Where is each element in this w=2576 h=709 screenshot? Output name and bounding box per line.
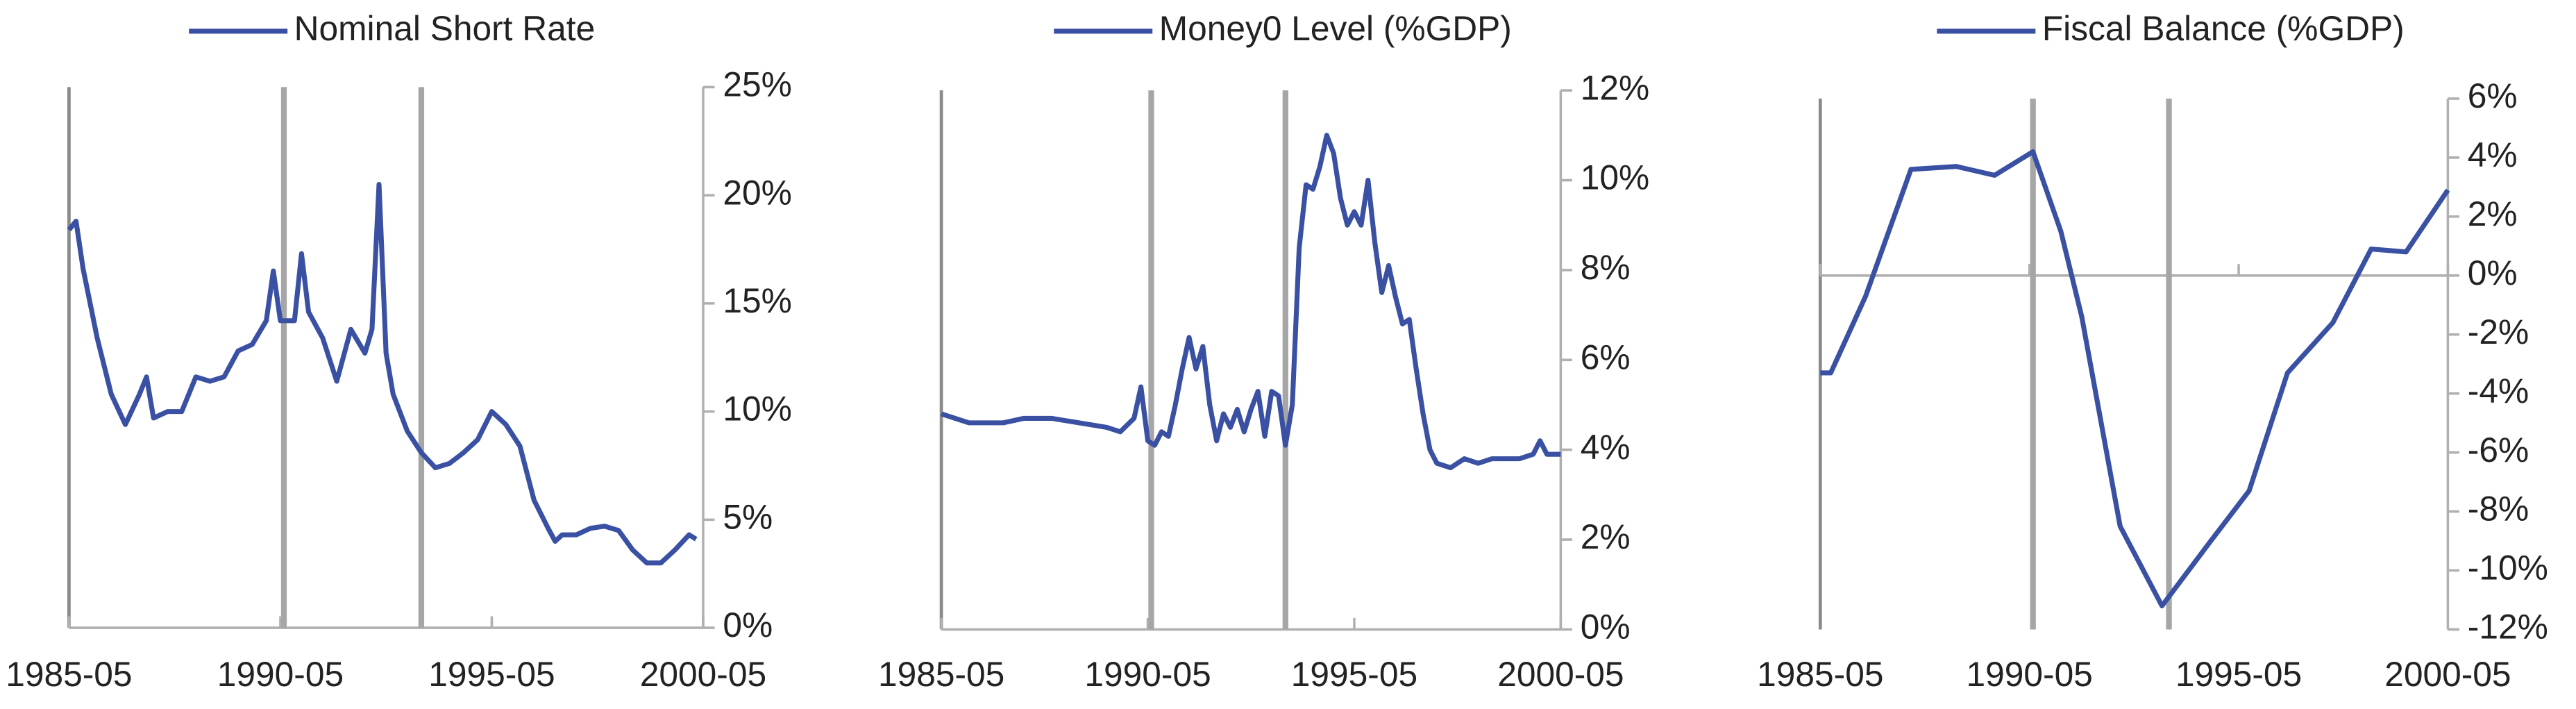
y-tick-label: 6% (2468, 76, 2518, 115)
x-tick-label: 1985-05 (1757, 655, 1883, 694)
y-tick-label: -4% (2468, 372, 2529, 410)
y-tick-label: -2% (2468, 312, 2529, 351)
x-tick-label: 2000-05 (640, 655, 766, 694)
y-tick-label: 20% (723, 173, 791, 212)
series-line (1820, 149, 2450, 609)
y-tick-label: 0% (1581, 608, 1631, 647)
x-tick-label: 1990-05 (1084, 655, 1211, 694)
y-tick-label: -10% (2468, 549, 2548, 587)
x-tick-label: 1985-05 (878, 655, 1004, 694)
y-tick-label: 6% (1581, 337, 1631, 376)
y-tick-label: 10% (723, 390, 791, 428)
y-tick-label: -8% (2468, 490, 2529, 528)
x-tick-label: 1985-05 (6, 655, 132, 694)
y-tick-label: 2% (2468, 194, 2518, 233)
x-tick-label: 1990-05 (217, 655, 344, 694)
x-tick-label: 1995-05 (2175, 655, 2302, 694)
y-tick-label: 5% (723, 497, 773, 536)
y-tick-label: -12% (2468, 608, 2548, 647)
y-tick-label: 0% (2468, 253, 2518, 292)
x-tick-label: 1995-05 (1291, 655, 1417, 694)
y-tick-label: 4% (2468, 135, 2518, 174)
y-tick-label: 12% (1581, 68, 1649, 107)
x-tick-label: 2000-05 (1497, 655, 1624, 694)
series-line (67, 182, 698, 566)
y-tick-label: -6% (2468, 431, 2529, 469)
series-line (941, 133, 1561, 471)
y-tick-label: 8% (1581, 248, 1631, 287)
x-tick-label: 1995-05 (428, 655, 555, 694)
x-tick-label: 2000-05 (2384, 655, 2511, 694)
y-tick-label: 10% (1581, 158, 1649, 197)
x-tick-label: 1990-05 (1966, 655, 2092, 694)
legend-label: Nominal Short Rate (294, 9, 596, 48)
y-tick-label: 4% (1581, 428, 1631, 467)
y-tick-label: 15% (723, 281, 791, 320)
y-tick-label: 0% (723, 606, 773, 644)
y-tick-label: 25% (723, 65, 791, 104)
y-tick-label: 2% (1581, 517, 1631, 556)
legend-label: Fiscal Balance (%GDP) (2042, 9, 2405, 48)
legend-label: Money0 Level (%GDP) (1159, 9, 1512, 48)
